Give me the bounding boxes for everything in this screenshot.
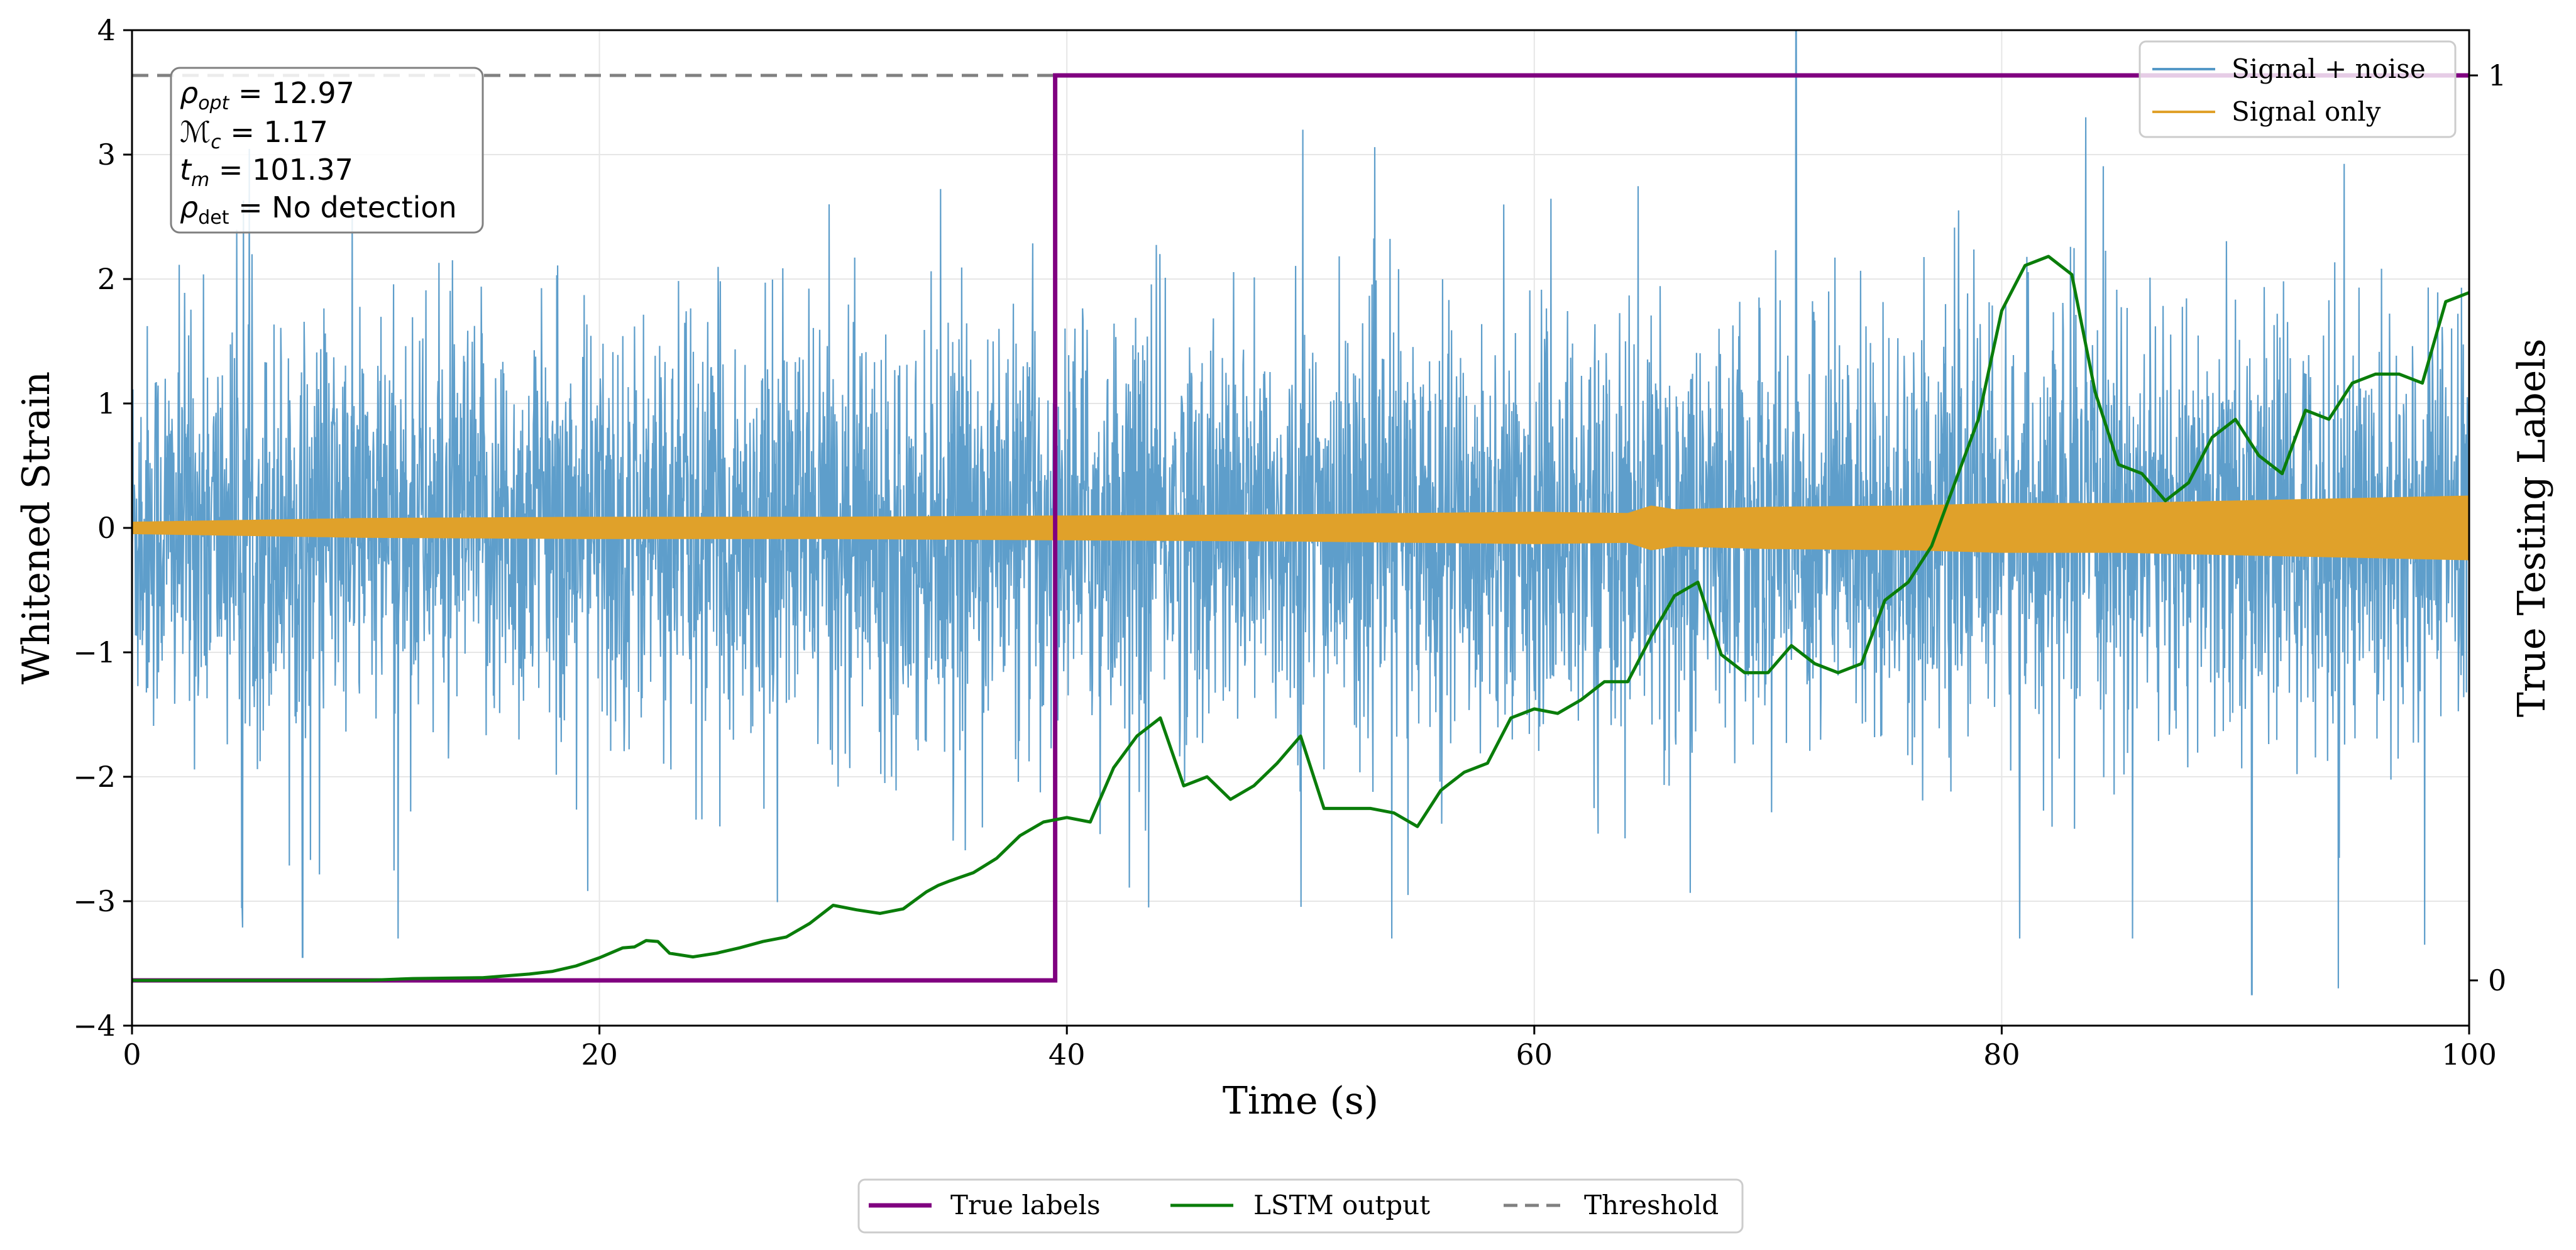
y2-tick-label: 0 bbox=[2488, 963, 2506, 997]
y-tick-label: 0 bbox=[97, 511, 116, 545]
legend-upper-frame bbox=[2138, 40, 2457, 138]
legend-true-labels-label: True labels bbox=[950, 1190, 1101, 1220]
y-tick-label: 1 bbox=[97, 387, 116, 420]
y-axis-ticks: −4 −3 −2 −1 0 1 2 3 4 bbox=[73, 13, 132, 1043]
x-tick-label: 20 bbox=[581, 1038, 618, 1072]
legend-lower-frame bbox=[857, 1178, 1744, 1234]
series-signal-only bbox=[132, 495, 2469, 561]
info-rho-det: ρdet = No detection bbox=[180, 190, 457, 229]
y-tick-label: 3 bbox=[97, 138, 116, 172]
y2-axis-title: True Testing Labels bbox=[2510, 339, 2554, 718]
series-true-labels bbox=[132, 73, 2469, 983]
y-tick-label: −2 bbox=[73, 760, 116, 794]
legend-threshold-label: Threshold bbox=[1584, 1190, 1719, 1220]
legend-lower: True labels LSTM output Threshold bbox=[857, 1178, 1744, 1234]
info-box-frame bbox=[170, 67, 484, 234]
x-axis-ticks: 0 20 40 60 80 100 bbox=[123, 1026, 2497, 1072]
series-lstm-output bbox=[132, 255, 2469, 982]
y2-tick-label: 1 bbox=[2488, 58, 2506, 92]
x-tick-label: 100 bbox=[2441, 1038, 2497, 1072]
x-tick-label: 40 bbox=[1049, 1038, 1086, 1072]
x-tick-label: 0 bbox=[123, 1038, 141, 1072]
x-tick-label: 80 bbox=[1983, 1038, 2020, 1072]
y-tick-label: −4 bbox=[73, 1009, 116, 1043]
y-axis-title: Whitened Strain bbox=[14, 371, 58, 684]
info-chirp-mass: ℳc = 1.17 bbox=[180, 115, 328, 153]
y-tick-label: 4 bbox=[97, 13, 116, 47]
y-tick-label: 2 bbox=[97, 262, 116, 296]
info-rho-opt: ρopt = 12.97 bbox=[180, 76, 355, 114]
x-tick-label: 60 bbox=[1516, 1038, 1553, 1072]
x-axis-title: Time (s) bbox=[1223, 1079, 1379, 1123]
legend-signal-only-label: Signal only bbox=[2232, 96, 2381, 127]
legend-signal-noise-label: Signal + noise bbox=[2232, 53, 2426, 84]
info-merger-time: tm = 101.37 bbox=[180, 153, 353, 191]
plot-area bbox=[132, 30, 2469, 995]
legend-lstm-label: LSTM output bbox=[1253, 1190, 1430, 1220]
y2-axis-ticks: 01 bbox=[2469, 58, 2506, 997]
series-signal-noise bbox=[132, 30, 2469, 995]
y-tick-label: −1 bbox=[73, 635, 116, 669]
y-tick-label: −3 bbox=[73, 884, 116, 918]
legend-upper: Signal + noise Signal only bbox=[2138, 40, 2457, 138]
info-box: ρopt = 12.97 ℳc = 1.17 tm = 101.37 ρdet … bbox=[170, 67, 484, 234]
